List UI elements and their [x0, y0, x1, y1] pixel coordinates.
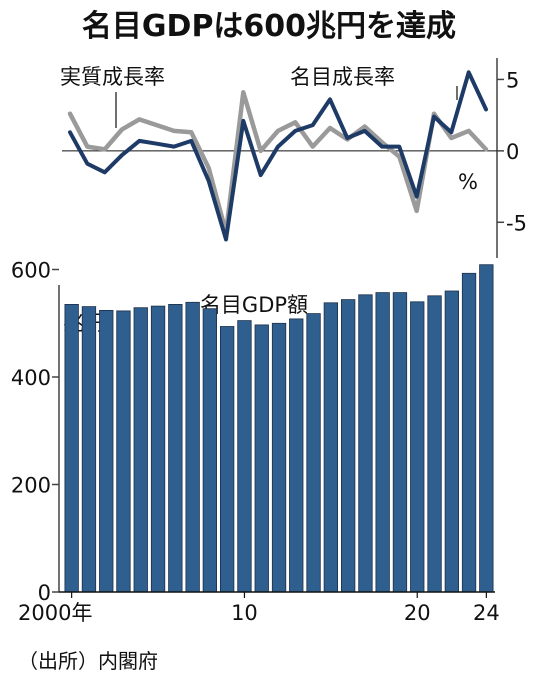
bar-2018	[375, 292, 390, 593]
bar-y-tick-label-0: 0	[38, 581, 51, 605]
bar-2020	[410, 301, 425, 593]
source-note: （出所）内閣府	[18, 649, 158, 673]
series-line-nominal	[68, 70, 488, 242]
bar-2011	[254, 324, 269, 593]
unit-label: %	[458, 170, 478, 194]
bar-2015	[323, 302, 339, 593]
legend-real-growth: 実質成長率	[60, 65, 165, 89]
bar-2012	[271, 322, 287, 593]
bar-y-tick-label-400: 400	[11, 366, 51, 390]
series-line-real	[67, 90, 489, 235]
line-y-tick-label-5: 5	[506, 68, 519, 92]
legend-nominal-growth: 名目成長率	[290, 65, 395, 89]
growth-rate-chart: 5 0 -5 % 実質成長率 名目成長率	[60, 58, 527, 258]
bar-2019	[392, 292, 408, 593]
bar-2024	[479, 264, 494, 593]
bar-y-tick-label-200: 200	[11, 474, 51, 498]
bar-2006	[168, 303, 183, 593]
bar-2002	[99, 309, 114, 593]
bar-2008	[202, 308, 218, 593]
bar-2001	[81, 306, 97, 593]
bar-y-tick-label-600: 600	[11, 259, 51, 283]
line-y-tick-label-0: 0	[506, 140, 519, 164]
bar-2003	[116, 310, 131, 593]
bar-x-tick-label-2000: 2000年	[18, 601, 92, 625]
bar-2010	[237, 320, 252, 593]
bar-2017	[358, 294, 373, 593]
bar-2004	[133, 307, 148, 593]
bar-2016	[340, 299, 356, 593]
bar-x-tick-label-2020: 20	[404, 601, 431, 625]
page-title: 名目GDPは600兆円を達成	[82, 9, 456, 44]
bar-2007	[185, 301, 200, 593]
bar-2005	[150, 305, 166, 593]
bar-2009	[219, 326, 235, 593]
bar-chart-title: 名目GDP額	[200, 293, 308, 317]
bar-2013	[289, 318, 304, 593]
line-y-tick-label--5: -5	[506, 211, 527, 235]
bar-2000	[64, 303, 79, 593]
bar-2023	[461, 272, 477, 593]
bar-x-tick-label-2024: 24	[473, 601, 500, 625]
bar-x-tick-label-2010: 10	[231, 601, 258, 625]
bar-2021	[427, 295, 442, 593]
bar-2014	[306, 313, 321, 593]
bar-2022	[444, 290, 460, 593]
